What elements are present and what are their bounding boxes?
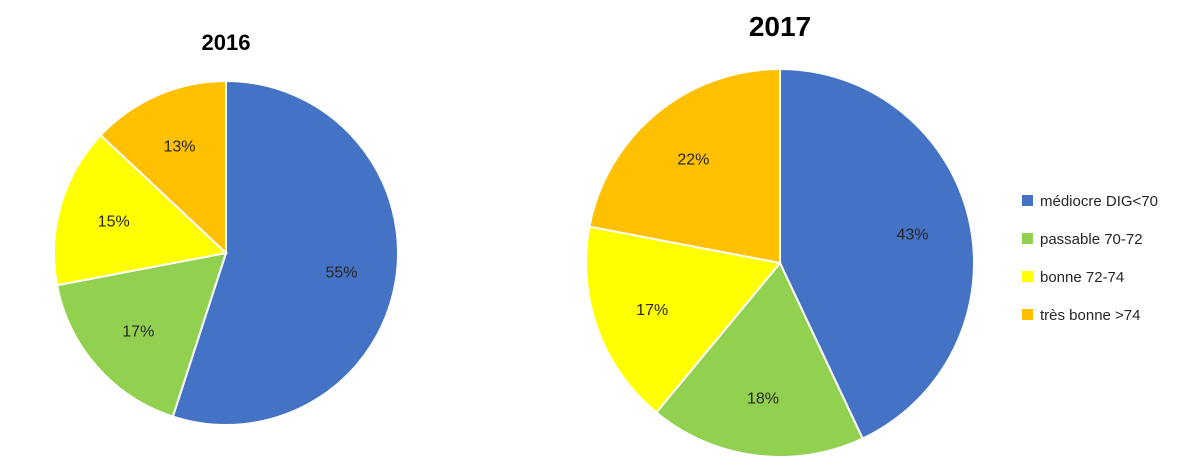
slice-label: 17% — [122, 323, 154, 340]
pie-slice-4 — [99, 79, 227, 256]
slice-label: 15% — [98, 213, 130, 230]
legend-label: bonne 72-74 — [1040, 269, 1124, 286]
pie-slice-2 — [654, 261, 864, 458]
legend-label: passable 70-72 — [1040, 231, 1143, 248]
chart-title: 2017 — [749, 11, 811, 42]
pie-slice-3 — [585, 225, 782, 414]
pie-slice-2 — [55, 251, 228, 418]
legend-swatch — [1022, 195, 1033, 206]
pie-chart-2017: 2017 43% 18% 17% 22% — [585, 11, 975, 458]
slice-label: 55% — [325, 264, 357, 281]
pie-slice-1 — [171, 79, 400, 426]
pie-slice-3 — [53, 133, 229, 287]
slice-label: 17% — [636, 302, 668, 319]
legend-swatch — [1022, 233, 1033, 244]
legend-label: médiocre DIG<70 — [1040, 193, 1158, 210]
slice-label: 22% — [677, 151, 709, 168]
pie-slice-4 — [588, 67, 781, 265]
slice-label: 43% — [896, 226, 928, 243]
legend-swatch — [1022, 309, 1033, 320]
legend-swatch — [1022, 271, 1033, 282]
slice-label: 13% — [163, 139, 195, 156]
legend: médiocre DIG<70 passable 70-72 bonne 72-74… — [1022, 193, 1158, 324]
pie-chart-2016: 2016 55% 17% 15% 13% — [53, 30, 400, 426]
slice-label: 18% — [747, 391, 779, 408]
legend-label: très bonne >74 — [1040, 307, 1141, 324]
pie-slice-1 — [779, 67, 975, 440]
chart-title: 2016 — [202, 30, 251, 55]
